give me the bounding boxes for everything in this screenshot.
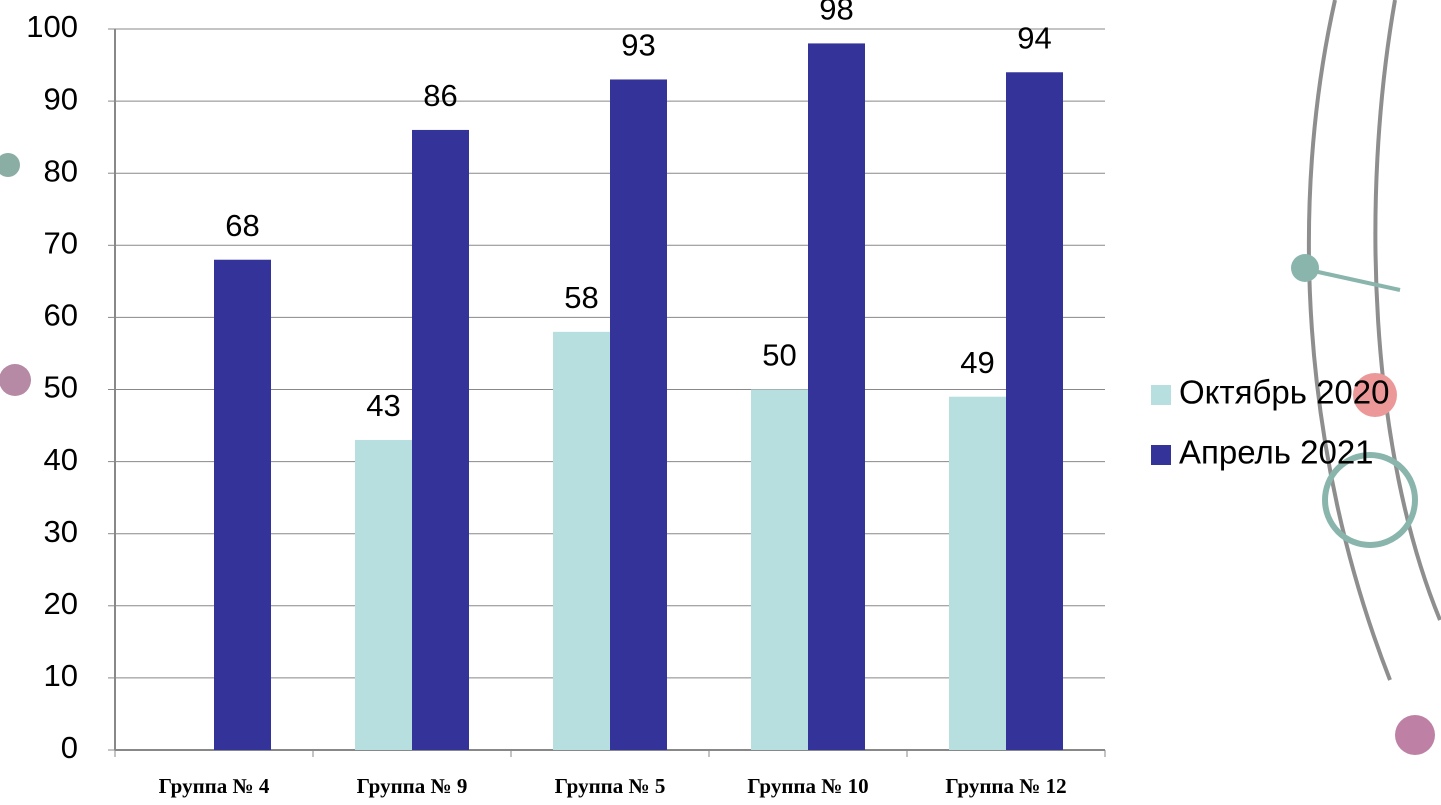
- legend-swatch: [1151, 385, 1171, 405]
- y-tick-label: 20: [44, 586, 78, 621]
- value-label: 68: [225, 208, 259, 243]
- y-tick-label: 100: [26, 9, 78, 44]
- y-tick-label: 70: [44, 225, 78, 260]
- x-tick-label: Группа № 9: [357, 774, 468, 798]
- bar: [355, 439, 412, 750]
- x-tick-label: Группа № 4: [159, 774, 270, 798]
- value-label: 93: [621, 28, 655, 63]
- value-label: 50: [762, 338, 796, 373]
- decoration: [0, 0, 1441, 755]
- value-label: 49: [960, 345, 994, 380]
- legend-label: Октябрь 2020: [1179, 374, 1390, 411]
- value-label: 98: [819, 0, 853, 27]
- legend-label: Апрель 2021: [1179, 434, 1374, 471]
- bar: [553, 331, 610, 750]
- y-tick-label: 0: [61, 730, 78, 765]
- bar: [808, 43, 865, 751]
- legend-swatch: [1151, 445, 1171, 465]
- y-tick-label: 90: [44, 81, 78, 116]
- y-tick-label: 80: [44, 153, 78, 188]
- x-tick-label: Группа № 12: [945, 774, 1066, 798]
- x-tick-label: Группа № 10: [747, 774, 868, 798]
- value-label: 43: [366, 388, 400, 423]
- bar: [1006, 72, 1063, 750]
- x-tick-label: Группа № 5: [555, 774, 666, 798]
- value-label: 94: [1017, 20, 1051, 55]
- bar: [412, 129, 469, 750]
- bar: [610, 79, 667, 751]
- bar: [751, 389, 808, 750]
- value-label: 58: [564, 280, 598, 315]
- y-tick-label: 50: [44, 370, 78, 405]
- bar: [214, 259, 271, 750]
- y-tick-label: 30: [44, 514, 78, 549]
- value-label: 86: [423, 78, 457, 113]
- y-tick-label: 40: [44, 442, 78, 477]
- y-tick-label: 60: [44, 298, 78, 333]
- bar: [949, 396, 1006, 750]
- y-tick-label: 10: [44, 658, 78, 693]
